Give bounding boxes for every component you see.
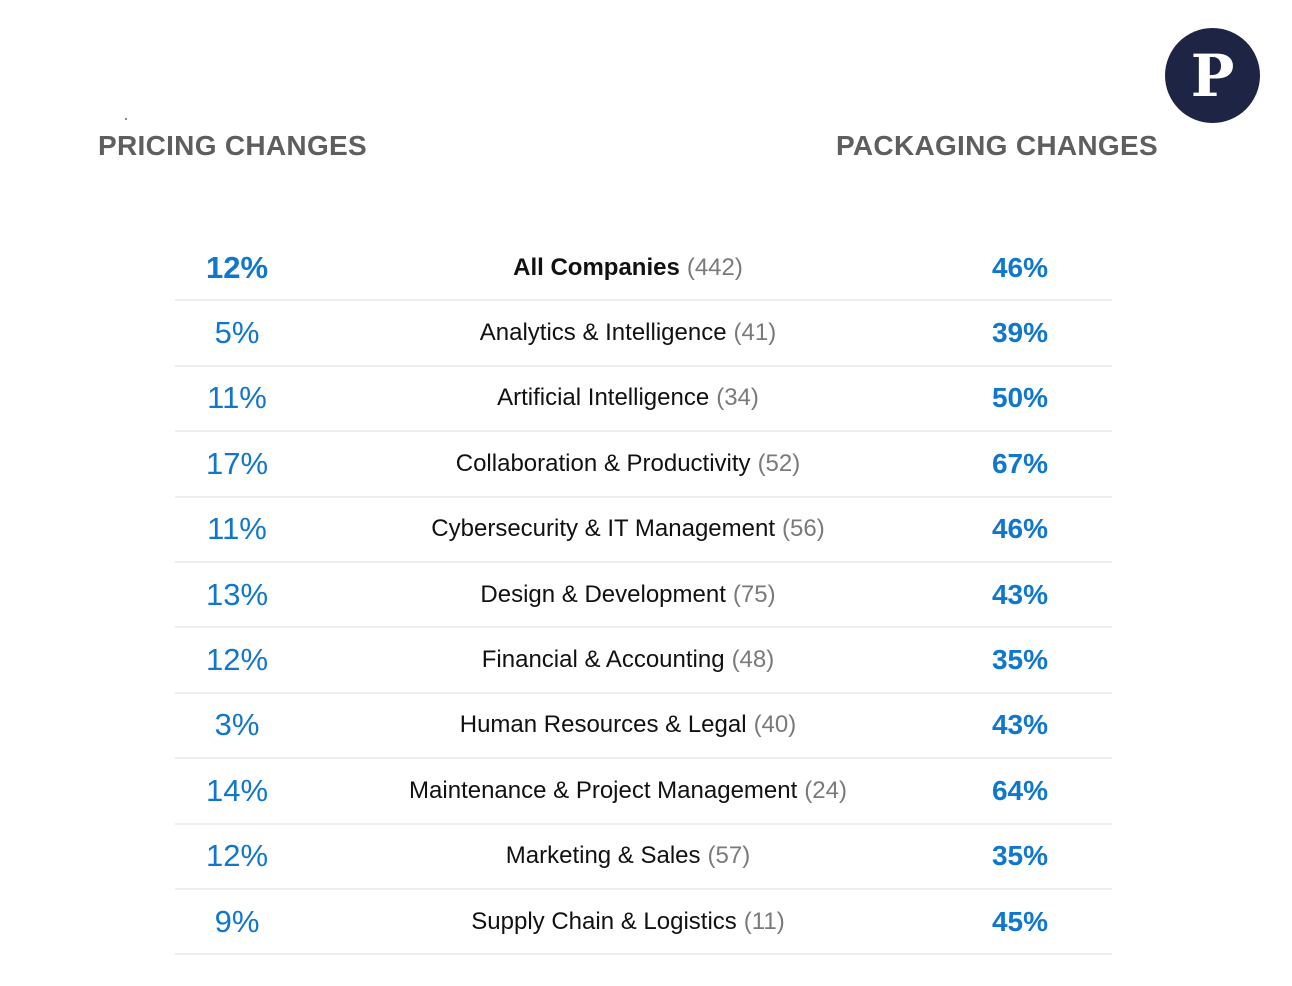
company-count: (57) bbox=[707, 842, 751, 870]
table-row: 13% Design & Development (75) 43% bbox=[175, 563, 1112, 629]
pricing-change-value: 12% bbox=[205, 838, 269, 874]
company-count: (34) bbox=[716, 384, 759, 412]
pricing-change-value: 13% bbox=[205, 576, 269, 612]
company-count: (48) bbox=[731, 646, 775, 674]
packaging-change-value: 46% bbox=[991, 251, 1049, 283]
pricing-change-value: 17% bbox=[205, 445, 269, 481]
pricing-changes-header: PRICING CHANGES bbox=[98, 130, 367, 161]
packaging-change-value: 64% bbox=[991, 774, 1049, 806]
logo-badge: P bbox=[1165, 28, 1260, 123]
pricing-change-value: 11% bbox=[207, 511, 267, 547]
pricing-change-value: 11% bbox=[207, 380, 267, 416]
table-row-all-companies: 12% All Companies (442) 46% bbox=[175, 236, 1112, 302]
pricing-change-value: 12% bbox=[205, 249, 269, 285]
company-count: (41) bbox=[733, 319, 777, 347]
category-cell: Marketing & Sales (57) bbox=[305, 825, 951, 888]
table-row: 11% Cybersecurity & IT Management (56) 46% bbox=[175, 498, 1112, 563]
category-name: Design & Development bbox=[480, 580, 726, 608]
category-name: All Companies bbox=[513, 253, 680, 281]
category-cell: Human Resources & Legal (40) bbox=[305, 694, 951, 757]
category-name: Marketing & Sales bbox=[505, 842, 701, 870]
company-count: (11) bbox=[743, 907, 785, 935]
stray-dot bbox=[125, 118, 127, 120]
category-name: Analytics & Intelligence bbox=[479, 319, 727, 347]
category-cell: Design & Development (75) bbox=[305, 563, 951, 626]
packaging-change-value: 67% bbox=[991, 447, 1049, 479]
category-cell: All Companies (442) bbox=[305, 236, 951, 299]
packaging-change-value: 43% bbox=[991, 709, 1049, 741]
packaging-change-value: 43% bbox=[991, 578, 1049, 610]
category-name: Human Resources & Legal bbox=[459, 711, 747, 739]
packaging-changes-header: PACKAGING CHANGES bbox=[836, 130, 1158, 161]
category-cell: Cybersecurity & IT Management (56) bbox=[305, 498, 951, 561]
category-cell: Artificial Intelligence (34) bbox=[305, 367, 951, 430]
pricing-change-value: 3% bbox=[214, 707, 260, 743]
packaging-change-value: 50% bbox=[991, 382, 1049, 414]
table-row: 12% Marketing & Sales (57) 35% bbox=[175, 825, 1112, 890]
pricing-change-value: 14% bbox=[205, 772, 269, 808]
table-row: 3% Human Resources & Legal (40) 43% bbox=[175, 694, 1112, 760]
table-row: 5% Analytics & Intelligence (41) 39% bbox=[175, 301, 1112, 367]
company-count: (52) bbox=[757, 449, 801, 477]
category-cell: Supply Chain & Logistics (11) bbox=[305, 890, 951, 953]
table-row: 17% Collaboration & Productivity (52) 67% bbox=[175, 432, 1112, 498]
table-row: 12% Financial & Accounting (48) 35% bbox=[175, 628, 1112, 694]
logo-letter: P bbox=[1190, 41, 1235, 110]
category-name: Cybersecurity & IT Management bbox=[431, 515, 775, 543]
table-row: 11% Artificial Intelligence (34) 50% bbox=[175, 367, 1112, 433]
category-cell: Collaboration & Productivity (52) bbox=[305, 432, 951, 495]
pricing-change-value: 5% bbox=[214, 315, 260, 351]
packaging-change-value: 45% bbox=[991, 905, 1049, 937]
category-cell: Maintenance & Project Management (24) bbox=[305, 759, 951, 822]
packaging-change-value: 46% bbox=[991, 513, 1049, 545]
category-name: Maintenance & Project Management bbox=[409, 776, 798, 804]
packaging-change-value: 39% bbox=[991, 317, 1049, 349]
company-count: (442) bbox=[686, 253, 743, 281]
company-count: (75) bbox=[732, 580, 776, 608]
category-cell: Analytics & Intelligence (41) bbox=[305, 301, 951, 364]
packaging-change-value: 35% bbox=[991, 840, 1049, 872]
category-name: Collaboration & Productivity bbox=[455, 449, 751, 477]
table-row: 9% Supply Chain & Logistics (11) 45% bbox=[175, 890, 1112, 956]
category-cell: Financial & Accounting (48) bbox=[305, 628, 951, 691]
company-count: (56) bbox=[782, 515, 825, 543]
category-name: Supply Chain & Logistics bbox=[471, 907, 737, 935]
pricing-change-value: 9% bbox=[214, 903, 260, 939]
company-count: (24) bbox=[804, 776, 847, 804]
category-name: Financial & Accounting bbox=[481, 646, 725, 674]
pricing-packaging-table: 12% All Companies (442) 46% 5% Analytics & In… bbox=[175, 236, 1112, 956]
company-count: (40) bbox=[753, 711, 797, 739]
category-name: Artificial Intelligence bbox=[497, 384, 710, 412]
pricing-change-value: 12% bbox=[205, 642, 269, 678]
packaging-change-value: 35% bbox=[991, 644, 1049, 676]
table-row: 14% Maintenance & Project Management (24) 6… bbox=[175, 759, 1112, 825]
